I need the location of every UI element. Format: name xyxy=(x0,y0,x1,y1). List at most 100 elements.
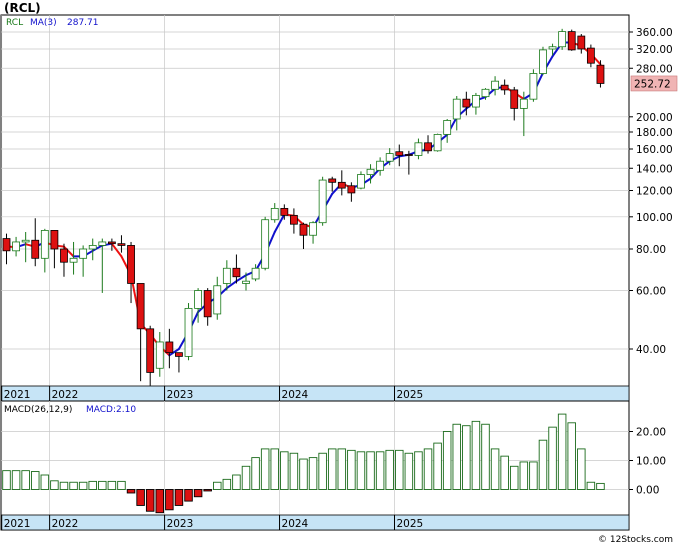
macd-legend-label: MACD(26,12,9) xyxy=(4,405,72,415)
candle xyxy=(376,157,385,176)
macd-bar xyxy=(107,480,117,490)
macd-y-tick-label: 0.00 xyxy=(636,485,659,497)
macd-bar xyxy=(567,422,576,490)
macd-bar xyxy=(529,461,538,490)
macd-bar xyxy=(222,478,232,490)
macd-bar xyxy=(203,489,212,492)
macd-bar xyxy=(557,413,567,490)
macd-bar xyxy=(69,481,78,490)
candle-body-down xyxy=(203,290,212,318)
candle-body-up xyxy=(452,98,461,120)
candle xyxy=(232,254,241,284)
macd-bar xyxy=(40,474,50,490)
candle-body-up xyxy=(472,94,480,108)
macd-bar xyxy=(2,470,11,490)
macd-bar xyxy=(385,449,394,490)
macd-x-axis-band-fill xyxy=(0,514,630,531)
candle-body-down xyxy=(328,178,337,183)
candle xyxy=(539,46,547,76)
candle xyxy=(12,236,20,257)
macd-x-tick-label: 2021 xyxy=(4,518,31,530)
candle xyxy=(337,170,346,196)
candle-body-down xyxy=(462,98,471,108)
macd-bar xyxy=(21,470,30,490)
candle-body-down xyxy=(500,84,509,91)
candle-body-up xyxy=(558,31,567,48)
legend-ma-value: 287.71 xyxy=(67,18,99,28)
candle xyxy=(213,276,222,320)
macd-x-tick-label: 2023 xyxy=(167,518,194,530)
candle xyxy=(261,216,270,271)
macd-legend-value: MACD:2.10 xyxy=(86,405,136,415)
candle-body-up xyxy=(270,207,279,221)
candle-body-up xyxy=(548,46,557,50)
macd-bar xyxy=(98,480,107,490)
macd-bar xyxy=(308,457,318,490)
candle-body-up xyxy=(40,230,49,259)
macd-bar xyxy=(241,465,251,490)
candle xyxy=(31,218,40,267)
y-tick-label: 280.00 xyxy=(636,63,673,75)
macd-bar xyxy=(414,451,423,490)
macd-y-tick-label: 20.00 xyxy=(636,427,666,439)
candle-body-up xyxy=(414,142,423,156)
candle-body-down xyxy=(280,207,289,216)
candle-body-up xyxy=(318,179,327,224)
ma-segment xyxy=(273,213,286,234)
candle xyxy=(481,88,490,100)
candle xyxy=(519,91,528,137)
macd-bar xyxy=(356,451,366,490)
macd-bar xyxy=(423,448,433,490)
candle-body-up xyxy=(194,290,203,309)
y-tick-label: 180.00 xyxy=(636,127,673,139)
candle-body-down xyxy=(596,64,605,84)
candle xyxy=(452,96,461,131)
candle-body-down xyxy=(577,35,586,50)
candle xyxy=(289,208,298,234)
candle-body-up xyxy=(519,98,528,109)
macd-bar xyxy=(395,449,404,490)
price-legend: RCL MA(3) 287.71 xyxy=(6,18,99,28)
candle-body-up xyxy=(491,80,499,90)
candle xyxy=(242,272,250,291)
macd-panel: 0.00 10.00 20.00 2021 2022 2023 2024 2025 MACD… xyxy=(0,400,666,531)
macd-x-axis-band xyxy=(0,514,630,531)
ma-segment xyxy=(168,348,180,357)
macd-bar xyxy=(404,452,414,490)
macd-bar xyxy=(184,489,193,502)
price-grid xyxy=(1,15,629,386)
candle-body-down xyxy=(107,241,116,245)
x-axis-band-fill xyxy=(0,385,630,402)
macd-bar xyxy=(165,489,174,511)
candle-body-up xyxy=(98,241,107,246)
macd-bar xyxy=(260,448,270,490)
macd-bar xyxy=(11,470,21,490)
candle xyxy=(385,148,394,166)
ma-segment xyxy=(91,244,104,252)
candle xyxy=(203,288,212,326)
macd-bar xyxy=(126,489,136,494)
candle-body-down xyxy=(31,239,40,259)
y-tick-label: 200.00 xyxy=(636,112,673,124)
macd-legend: MACD(26,12,9) MACD:2.10 xyxy=(4,405,136,415)
macd-bar xyxy=(136,489,145,506)
candle-body-down xyxy=(165,341,174,354)
ma-segment xyxy=(62,245,75,258)
candle xyxy=(577,34,586,54)
candle xyxy=(127,241,135,304)
candle xyxy=(175,352,183,373)
macd-bar xyxy=(442,431,452,490)
macd-x-tick-label: 2025 xyxy=(396,518,423,530)
price-y-axis: 40.00 60.00 80.00 100.00 120.00 140.00 160.00 1… xyxy=(629,27,673,356)
macd-bar xyxy=(327,448,337,490)
macd-bar xyxy=(232,474,241,490)
candle-body-up xyxy=(12,241,20,252)
candle xyxy=(491,76,499,96)
candle-body-up xyxy=(222,267,231,284)
candle-body-up xyxy=(21,239,30,243)
candle-body-up xyxy=(539,49,547,74)
macd-bar xyxy=(347,449,356,490)
candle xyxy=(270,203,279,223)
macd-bar xyxy=(30,471,40,490)
